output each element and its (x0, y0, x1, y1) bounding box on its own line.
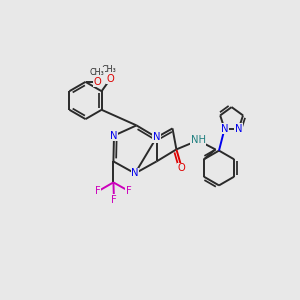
Text: F: F (95, 186, 101, 197)
Text: N: N (153, 132, 160, 142)
Text: N: N (235, 124, 242, 134)
Text: N: N (110, 130, 118, 141)
Text: O: O (93, 77, 101, 87)
Text: O: O (107, 74, 115, 84)
Text: O: O (178, 163, 186, 173)
Text: F: F (111, 195, 117, 205)
Text: N: N (221, 124, 228, 134)
Text: CH₃: CH₃ (89, 68, 104, 77)
Text: F: F (125, 186, 131, 196)
Text: N: N (131, 168, 139, 178)
Text: CH₃: CH₃ (102, 64, 116, 74)
Text: NH: NH (190, 135, 206, 146)
